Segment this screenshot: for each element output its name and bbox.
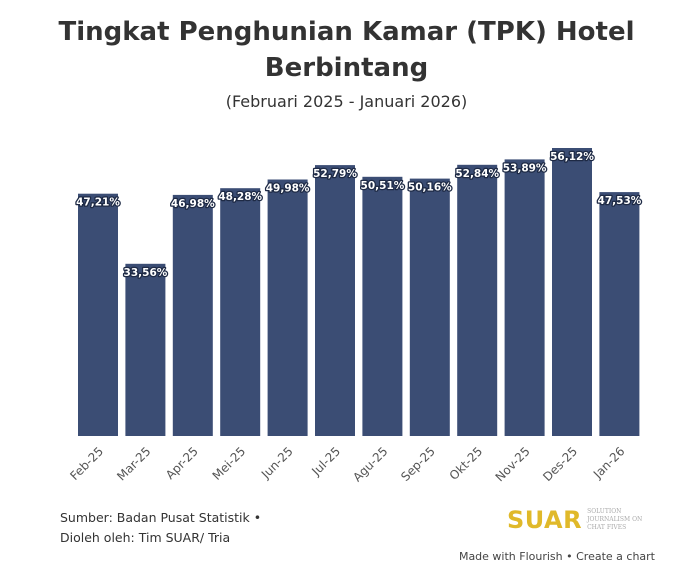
x-tick-labels-group: Feb-25 Mar-25 Apr-25 Mei-25 Jun-25 Jul-25 Agu-…	[67, 444, 627, 484]
chart-title: Tingkat Penghunian Kamar (TPK) Hotel Ber…	[58, 17, 635, 83]
bars-group	[78, 148, 640, 437]
data-label-Nov-25: 53,89%	[503, 162, 547, 174]
x-tick-Mar-25: Mar-25	[114, 444, 153, 483]
x-tick-Sep-25: Sep-25	[398, 444, 438, 484]
bar-Nov-25[interactable]	[504, 159, 545, 436]
bar-Feb-25[interactable]	[78, 193, 118, 436]
bar-Agu-25[interactable]	[362, 176, 403, 437]
suar-logo-word: SUAR	[507, 506, 583, 534]
bar-Jan-26[interactable]	[599, 192, 640, 436]
suar-logo-tagline: SOLUTION JOURNALISM ON CHAT FIVES	[587, 508, 643, 531]
data-label-Jan-26: 47,53%	[598, 195, 642, 207]
flourish-credit[interactable]: Made with Flourish • Create a chart	[458, 550, 655, 563]
x-tick-Feb-25: Feb-25	[67, 444, 106, 483]
data-label-Agu-25: 50,51%	[361, 180, 405, 192]
source-note: Sumber: Badan Pusat Statistik • Dioleh o…	[60, 508, 261, 548]
bar-Apr-25[interactable]	[172, 194, 213, 436]
data-label-Feb-25: 47,21%	[76, 197, 120, 209]
data-label-Jun-25: 49,98%	[266, 183, 310, 195]
x-tick-Okt-25: Okt-25	[447, 444, 486, 483]
bar-Mar-25[interactable]	[125, 263, 166, 436]
x-tick-Mei-25: Mei-25	[210, 444, 249, 483]
bar-Jun-25[interactable]	[267, 179, 308, 437]
chart-subtitle: (Februari 2025 - Januari 2026)	[225, 92, 468, 111]
x-tick-Des-25: Des-25	[540, 444, 580, 484]
data-label-Sep-25: 50,16%	[408, 182, 452, 194]
data-label-Mei-25: 48,28%	[218, 191, 262, 203]
data-label-Okt-25: 52,84%	[455, 168, 499, 180]
bar-Okt-25[interactable]	[457, 164, 498, 437]
x-tick-Agu-25: Agu-25	[350, 444, 390, 484]
bar-Sep-25[interactable]	[409, 178, 450, 436]
bar-Des-25[interactable]	[552, 148, 592, 436]
suar-logo: SUAR SOLUTION JOURNALISM ON CHAT FIVES	[507, 506, 647, 534]
bar-Jul-25[interactable]	[315, 165, 355, 436]
data-labels-group: 47,21% 33,56% 46,98%48,28% 49,98%52,79% 50,5…	[75, 150, 643, 280]
data-label-Mar-25: 33,56%	[124, 267, 168, 279]
data-label-Jul-25: 52,79%	[313, 168, 357, 180]
x-tick-Jun-25: Jun-25	[258, 444, 296, 482]
x-tick-Nov-25: Nov-25	[493, 444, 533, 484]
bar-chart: 47,21% 33,56% 46,98%48,28% 49,98%52,79% 50,5…	[67, 148, 643, 485]
bar-Mei-25[interactable]	[220, 188, 261, 436]
data-label-Des-25: 56,12%	[550, 151, 594, 163]
data-label-Apr-25: 46,98%	[171, 198, 215, 210]
x-tick-Jul-25: Jul-25	[308, 444, 343, 479]
processed-by-line: Dioleh oleh: Tim SUAR/ Tria	[60, 530, 231, 545]
x-tick-Apr-25: Apr-25	[163, 444, 201, 482]
x-tick-Jan-26: Jan-26	[590, 444, 628, 482]
source-line: Sumber: Badan Pusat Statistik •	[60, 510, 262, 525]
